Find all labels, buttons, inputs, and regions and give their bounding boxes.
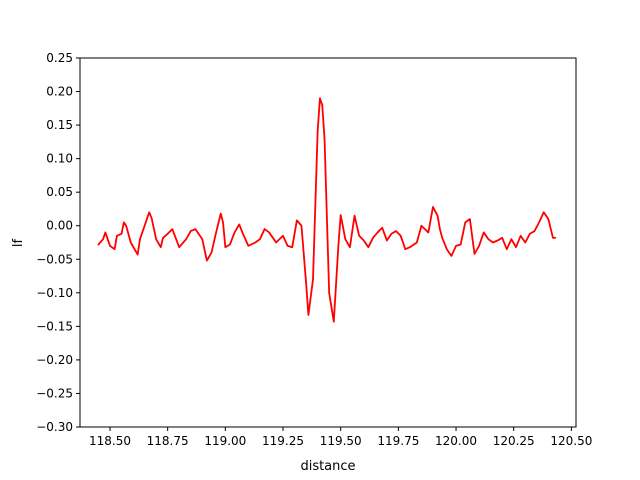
x-tick-label: 119.25: [262, 434, 304, 448]
x-tick-label: 118.75: [147, 434, 189, 448]
y-axis-label: lf: [11, 238, 26, 247]
y-tick-label: 0.10: [46, 152, 73, 166]
y-tick-label: 0.00: [46, 219, 73, 233]
y-tick-label: 0.20: [46, 85, 73, 99]
x-tick-label: 120.00: [435, 434, 477, 448]
x-axis-label: distance: [300, 459, 355, 474]
y-tick-label: 0.05: [46, 185, 73, 199]
y-tick-label: −0.05: [36, 252, 73, 266]
x-tick-label: 120.25: [493, 434, 535, 448]
x-tick-label: 119.00: [204, 434, 246, 448]
y-tick-label: −0.15: [36, 319, 73, 333]
series-line-lf: [98, 98, 555, 321]
y-tick-label: −0.30: [36, 420, 73, 434]
x-tick-label: 120.50: [550, 434, 592, 448]
x-tick-label: 119.50: [320, 434, 362, 448]
x-tick-label: 119.75: [377, 434, 419, 448]
y-tick-label: −0.10: [36, 286, 73, 300]
y-tick-label: −0.20: [36, 353, 73, 367]
y-tick-label: 0.15: [46, 118, 73, 132]
x-tick-label: 118.50: [89, 434, 131, 448]
y-tick-label: −0.25: [36, 386, 73, 400]
y-tick-label: 0.25: [46, 51, 73, 65]
